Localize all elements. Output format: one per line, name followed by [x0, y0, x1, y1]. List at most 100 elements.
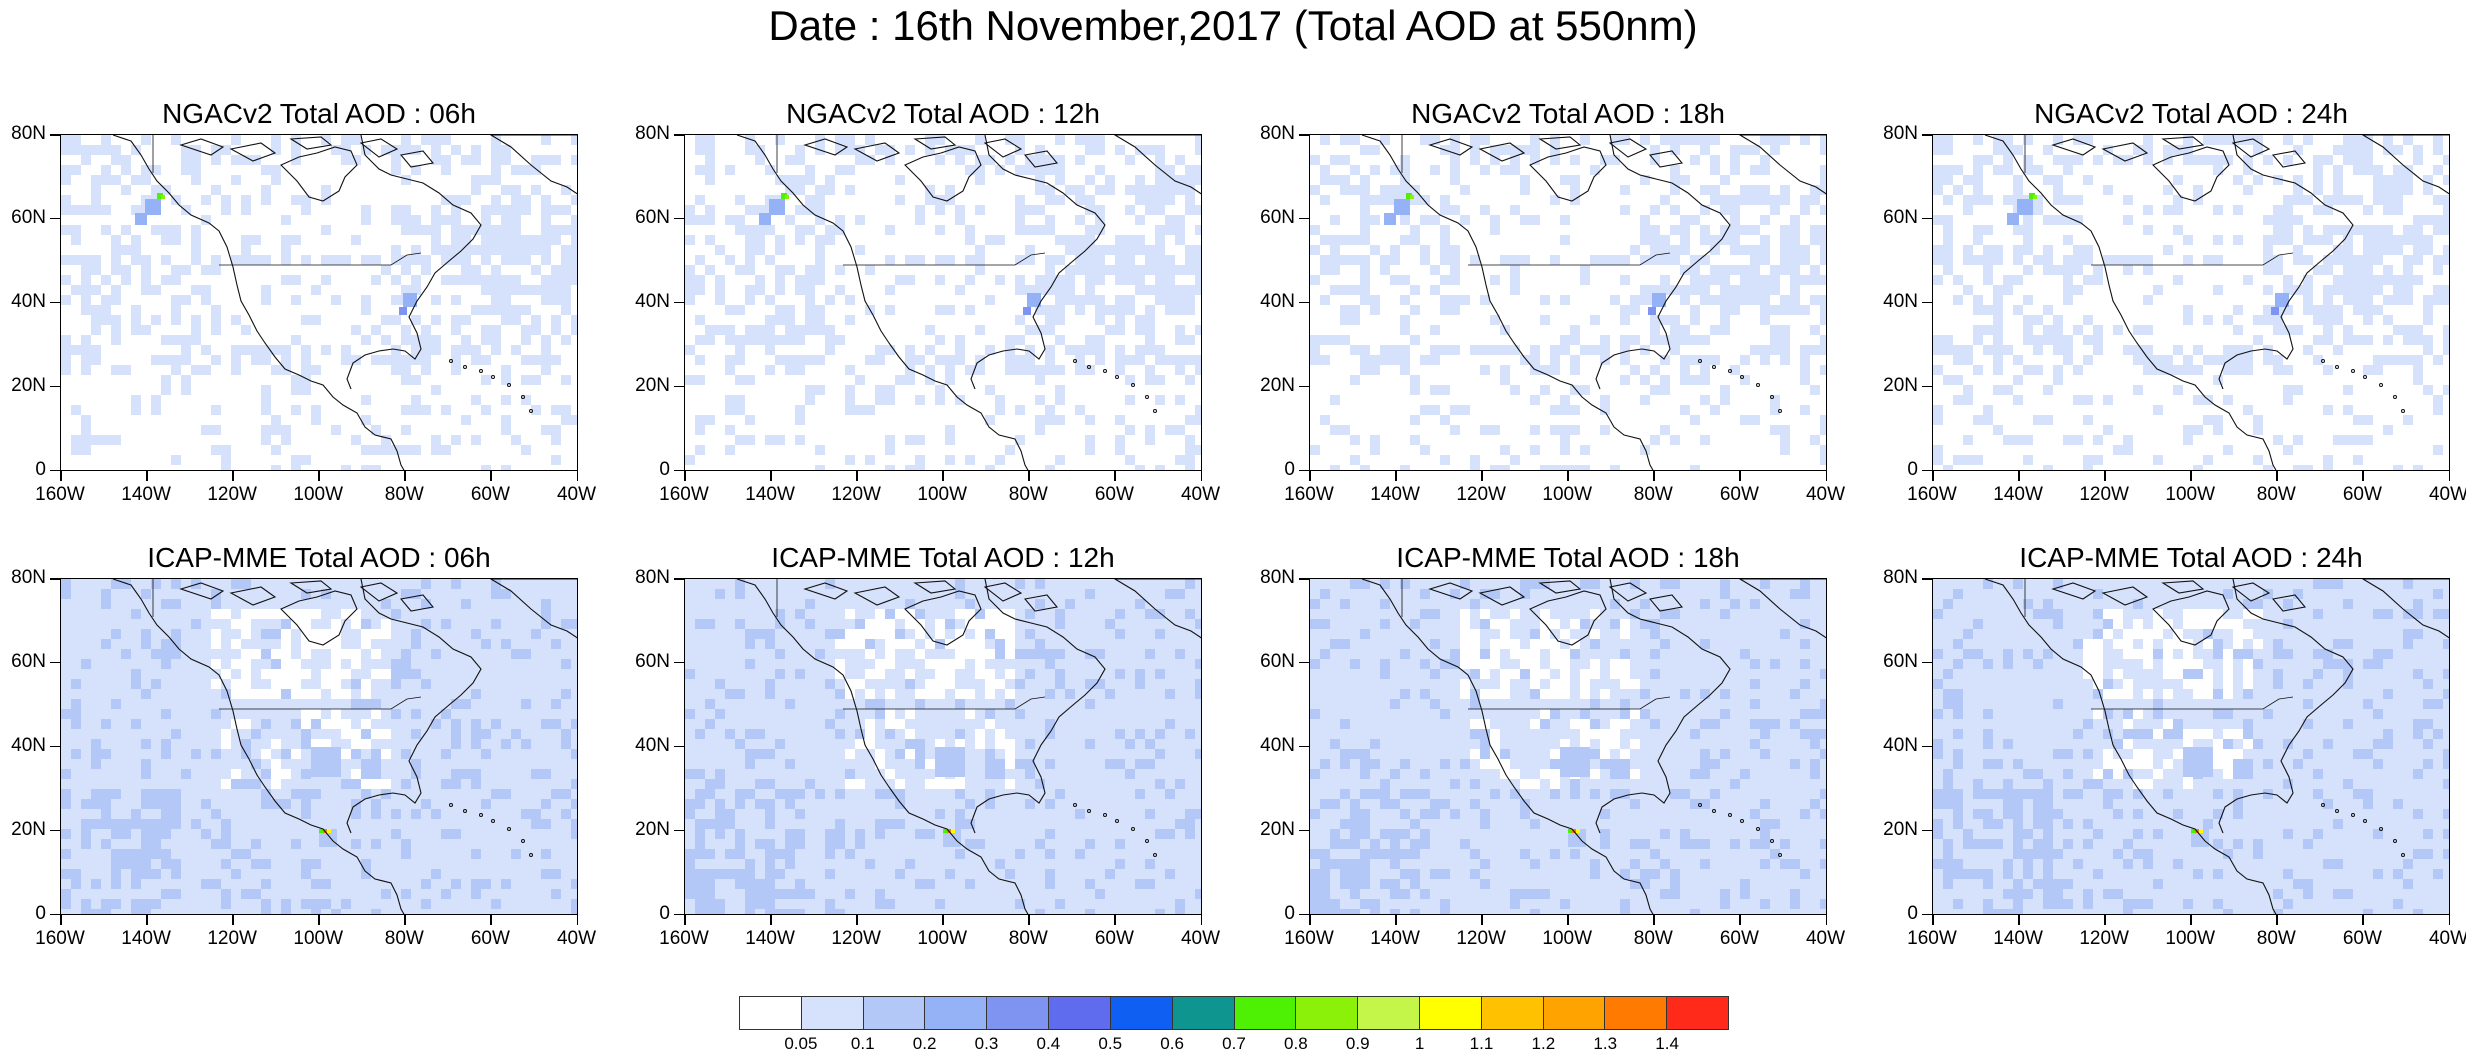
aod-cell	[755, 225, 765, 235]
aod-cell	[161, 659, 171, 669]
aod-cell	[571, 809, 577, 819]
aod-cell	[1095, 245, 1105, 255]
aod-cell	[1640, 395, 1650, 405]
aod-cell	[2303, 135, 2313, 145]
aod-cell	[895, 589, 905, 599]
aod-cell	[231, 589, 241, 599]
aod-cell	[381, 265, 391, 275]
aod-hotspot	[1394, 199, 1410, 215]
aod-cell	[1085, 195, 1095, 205]
aod-cell	[71, 769, 81, 779]
aod-cell	[1730, 205, 1740, 215]
aod-cell	[2043, 335, 2053, 345]
longitude-tick	[318, 915, 320, 925]
aod-cell	[915, 215, 925, 225]
aod-cell	[511, 609, 521, 619]
aod-cell	[885, 385, 895, 395]
aod-cell	[1095, 669, 1105, 679]
aod-cell	[2223, 355, 2233, 365]
aod-cell	[985, 579, 995, 589]
aod-cell	[1360, 235, 1370, 245]
aod-cell	[1195, 145, 1201, 155]
aod-cell	[541, 285, 551, 295]
aod-cell	[201, 639, 211, 649]
aod-cell	[765, 225, 775, 235]
aod-cell	[301, 699, 311, 709]
aod-cell	[301, 579, 311, 589]
aod-cell	[695, 135, 705, 145]
aod-cell	[251, 345, 261, 355]
aod-cell	[2363, 205, 2373, 215]
aod-cell	[531, 405, 541, 415]
longitude-tick	[1739, 471, 1741, 481]
aod-cell	[725, 425, 735, 435]
aod-cell	[1650, 245, 1660, 255]
aod-cell	[321, 649, 331, 659]
aod-cell	[121, 629, 131, 639]
aod-cell	[1125, 355, 1135, 365]
aod-cell	[401, 759, 411, 769]
aod-cell	[1095, 659, 1105, 669]
aod-cell	[1480, 365, 1490, 375]
aod-cell	[91, 769, 101, 779]
aod-cell	[261, 195, 271, 205]
aod-cell	[1650, 435, 1660, 445]
aod-cell	[1620, 375, 1630, 385]
longitude-label: 120W	[831, 484, 881, 505]
aod-cell	[1115, 295, 1125, 305]
aod-cell	[461, 659, 471, 669]
aod-cell	[491, 659, 501, 669]
aod-cell	[1640, 285, 1650, 295]
aod-cell	[81, 729, 91, 739]
aod-cell	[1993, 255, 2003, 265]
aod-cell	[955, 155, 965, 165]
aod-cell	[1590, 315, 1600, 325]
aod-cell	[2163, 185, 2173, 195]
aod-cell	[561, 849, 571, 859]
aod-cell	[1710, 195, 1720, 205]
aod-cell	[231, 255, 241, 265]
aod-cell	[1135, 619, 1145, 629]
aod-cell	[1135, 345, 1145, 355]
aod-cell	[2033, 165, 2043, 175]
aod-cell	[411, 639, 421, 649]
aod-cell	[1185, 465, 1195, 470]
aod-cell	[1770, 325, 1780, 335]
aod-cell	[1680, 295, 1690, 305]
aod-cell	[2143, 265, 2153, 275]
aod-cell	[965, 579, 975, 589]
aod-cell	[1125, 689, 1135, 699]
aod-cell	[2443, 195, 2449, 205]
aod-cell	[121, 839, 131, 849]
aod-cell	[381, 649, 391, 659]
aod-cell	[151, 839, 161, 849]
aod-cell	[1670, 135, 1680, 145]
aod-cell	[491, 275, 501, 285]
aod-cell	[695, 145, 705, 155]
aod-cell	[191, 335, 201, 345]
aod-cell	[825, 699, 835, 709]
aod-cell	[481, 405, 491, 415]
aod-cell	[1993, 315, 2003, 325]
latitude-label: 60N	[11, 650, 46, 672]
aod-cell	[1045, 305, 1055, 315]
aod-cell	[915, 659, 925, 669]
island-marker	[2401, 409, 2405, 413]
aod-cell	[481, 799, 491, 809]
island-marker	[507, 827, 511, 831]
aod-cell	[825, 629, 835, 639]
aod-cell	[231, 629, 241, 639]
aod-cell	[121, 809, 131, 819]
aod-cell	[411, 659, 421, 669]
aod-cell	[755, 679, 765, 689]
aod-cell	[261, 759, 271, 769]
aod-cell	[1680, 245, 1690, 255]
aod-cell	[201, 365, 211, 375]
aod-cell	[141, 175, 151, 185]
aod-cell	[511, 739, 521, 749]
aod-cell	[1590, 345, 1600, 355]
aod-cell	[785, 719, 795, 729]
aod-cell	[1730, 245, 1740, 255]
aod-cell	[1943, 175, 1953, 185]
aod-cell	[1135, 355, 1145, 365]
